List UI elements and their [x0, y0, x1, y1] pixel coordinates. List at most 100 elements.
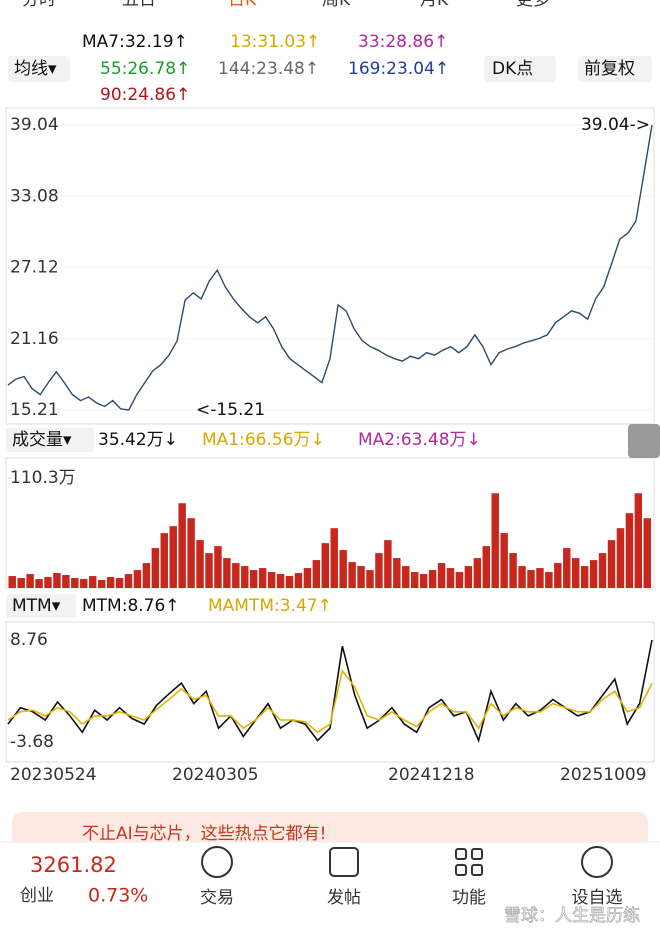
volume-bar	[384, 540, 392, 588]
volume-bar	[411, 572, 419, 588]
volume-bar	[402, 566, 410, 588]
volume-bar	[151, 548, 160, 588]
volume-bar	[62, 575, 70, 588]
volume-bar	[339, 550, 347, 588]
volume-bar	[554, 563, 562, 588]
volume-bar	[616, 528, 625, 588]
volume-bar	[285, 576, 294, 588]
volume-bar	[366, 570, 374, 588]
y-tick-label: 15.21	[10, 400, 59, 420]
volume-bar	[348, 562, 356, 588]
volume-bar	[115, 578, 124, 588]
volume-bar	[89, 576, 97, 588]
date-label: 20230524	[10, 765, 97, 785]
volume-bar	[643, 518, 651, 588]
volume-ma1: MA1:66.56万↓	[202, 430, 325, 450]
button-bg[interactable]	[6, 428, 94, 452]
volume-button[interactable]: 成交量▾	[12, 430, 72, 450]
ma-label: 13:31.03↑	[230, 32, 320, 52]
volume-bar	[563, 548, 571, 588]
volume-bar	[518, 566, 526, 588]
volume-bar	[124, 574, 133, 588]
volume-bar	[330, 528, 338, 588]
tab[interactable]: 五日	[122, 0, 156, 10]
ma-label: 144:23.48↑	[218, 59, 319, 79]
ma-label: 55:26.78↑	[100, 59, 190, 79]
volume-bar	[178, 503, 186, 588]
dk-button[interactable]: DK点	[492, 59, 533, 79]
volume-bar	[473, 558, 482, 588]
y-tick-label: -3.68	[10, 732, 54, 752]
volume-bar	[196, 540, 204, 588]
nav-item[interactable]: 设自选	[572, 888, 623, 908]
volume-frame	[5, 457, 655, 589]
volume-bar	[44, 577, 52, 588]
index-change[interactable]: 0.73%	[88, 885, 148, 907]
volume-bar	[303, 568, 312, 588]
volume-bar	[80, 579, 88, 588]
ma-label: 169:23.04↑	[348, 59, 449, 79]
volume-bar	[572, 558, 580, 588]
volume-bar	[375, 553, 383, 588]
ma-label: 33:28.86↑	[358, 32, 448, 52]
date-label: 20251009	[560, 765, 647, 785]
volume-bar	[142, 563, 151, 588]
icon[interactable]	[471, 864, 483, 876]
date-label: 20240305	[172, 765, 259, 785]
icon[interactable]	[329, 847, 359, 877]
mtm-button[interactable]: MTM▾	[12, 596, 61, 616]
ma-label: MA7:32.19↑	[82, 32, 188, 52]
volume-bar	[545, 572, 553, 588]
ma-button[interactable]: 均线▾	[14, 59, 57, 79]
high-label: 39.04->	[581, 115, 650, 135]
tab[interactable]: 日K	[228, 0, 257, 10]
icon[interactable]	[581, 846, 613, 878]
nav-item[interactable]: 交易	[200, 888, 234, 908]
volume-bar	[205, 553, 213, 588]
nav-item[interactable]: 功能	[452, 888, 486, 908]
tab[interactable]: 周K	[322, 0, 351, 10]
volume-bar	[598, 553, 607, 588]
button-bg[interactable]	[6, 594, 76, 618]
icon[interactable]	[455, 848, 467, 860]
volume-bar	[35, 579, 43, 588]
volume-bar	[312, 560, 321, 588]
tab[interactable]: 月K	[420, 0, 449, 10]
price-frame	[5, 107, 655, 425]
index-value[interactable]: 3261.82	[30, 853, 117, 877]
volume-bar	[437, 563, 446, 588]
button-bg[interactable]	[578, 56, 652, 82]
y-tick-label: 27.12	[10, 258, 59, 278]
volume-bar	[625, 513, 634, 588]
volume-bar	[491, 493, 499, 588]
icon[interactable]	[471, 848, 483, 860]
volume-bar	[509, 553, 517, 588]
volume-bar	[106, 577, 115, 588]
button-bg[interactable]	[484, 56, 556, 82]
index-name[interactable]: 创业	[20, 886, 54, 906]
volume-bar	[607, 540, 616, 588]
volume-bar	[357, 566, 365, 588]
button-bg[interactable]	[8, 56, 70, 82]
tab[interactable]: 更多	[516, 0, 550, 10]
volume-bar	[223, 558, 231, 588]
adjust-button[interactable]: 前复权	[584, 59, 635, 79]
volume-bar	[482, 546, 490, 588]
volume-bar	[634, 493, 643, 588]
volume-bar	[258, 568, 267, 588]
collapse-button[interactable]	[628, 424, 660, 458]
volume-bar	[187, 518, 195, 588]
volume-bar	[133, 570, 142, 588]
volume-bar	[17, 578, 25, 588]
volume-bar	[536, 568, 544, 588]
tab[interactable]: 分时	[22, 0, 56, 10]
volume-bar	[393, 558, 401, 588]
icon[interactable]	[455, 864, 467, 876]
icon[interactable]	[201, 846, 233, 878]
volume-value: 35.42万↓	[98, 430, 178, 450]
nav-item[interactable]: 发帖	[327, 888, 361, 908]
banner-text[interactable]: 不止AI与芯片，这些热点它都有!	[82, 824, 326, 844]
